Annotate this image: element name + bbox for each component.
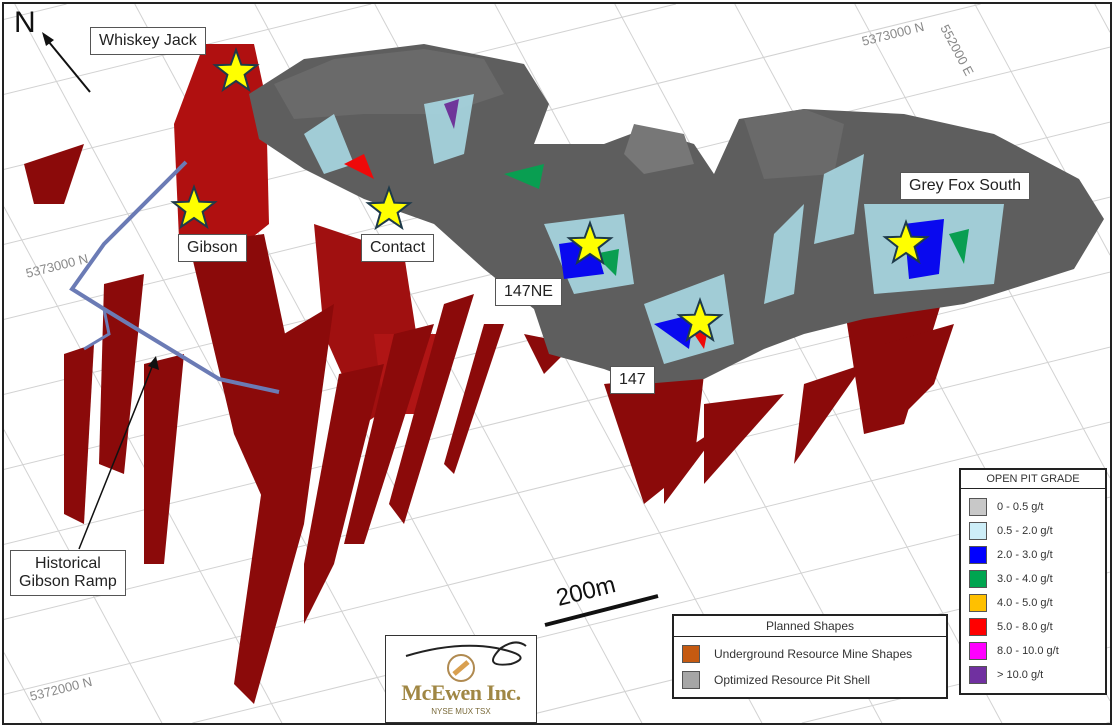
historical-gibson-ramp xyxy=(69,160,280,394)
legend-label: 0.5 - 2.0 g/t xyxy=(997,525,1053,537)
legend-label: 2.0 - 3.0 g/t xyxy=(997,549,1053,561)
grid-line xyxy=(4,4,67,20)
model-canvas xyxy=(4,4,1110,723)
legend-swatch xyxy=(969,618,987,636)
grid-line xyxy=(14,4,403,723)
callout-grey-fox-south: Grey Fox South xyxy=(900,172,1031,200)
logo-tickers: NYSE MUX TSX xyxy=(431,707,491,716)
legend-label: 8.0 - 10.0 g/t xyxy=(997,645,1059,657)
logo-name: McEwen Inc. xyxy=(401,680,521,705)
legend-label: Underground Resource Mine Shapes xyxy=(714,647,913,661)
legend-label: 4.0 - 5.0 g/t xyxy=(997,597,1053,609)
legend-swatch xyxy=(969,594,987,612)
legend-label: 5.0 - 8.0 g/t xyxy=(997,621,1053,633)
legend-item: 5.0 - 8.0 g/t xyxy=(969,615,1097,639)
ramp-leader-line xyxy=(78,361,155,550)
legend-items: Underground Resource Mine Shapes Optimize… xyxy=(674,637,946,693)
grid-line xyxy=(4,206,283,723)
legend-item: 3.0 - 4.0 g/t xyxy=(969,567,1097,591)
legend-item: 2.0 - 3.0 g/t xyxy=(969,543,1097,567)
legend-label: 3.0 - 4.0 g/t xyxy=(997,573,1053,585)
legend-item: 4.0 - 5.0 g/t xyxy=(969,591,1097,615)
grid-line xyxy=(1106,721,1110,723)
scale-bar-line xyxy=(544,594,659,627)
grid-line xyxy=(4,346,1110,620)
lasso-icon xyxy=(405,641,527,682)
ramp-branch xyxy=(83,308,111,351)
north-label: N xyxy=(14,6,36,39)
legend-item: Optimized Resource Pit Shell xyxy=(682,667,938,693)
legend-item: > 10.0 g/t xyxy=(969,663,1097,687)
legend-swatch xyxy=(969,666,987,684)
callout-147: 147 xyxy=(610,366,655,394)
legend-label: 0 - 0.5 g/t xyxy=(997,501,1044,513)
legend-swatch xyxy=(682,671,700,689)
legend-swatch xyxy=(969,642,987,660)
grid-line xyxy=(4,652,43,723)
grid-line xyxy=(192,496,1110,723)
legend-swatch xyxy=(969,570,987,588)
north-arrow-head xyxy=(42,32,54,46)
legend-swatch xyxy=(969,546,987,564)
open-pit-grade-legend: OPEN PIT GRADE 0 - 0.5 g/t 0.5 - 2.0 g/t 2… xyxy=(959,468,1107,695)
callout-whiskey-jack: Whiskey Jack xyxy=(90,27,206,55)
legend-swatch xyxy=(682,645,700,663)
legend-items: 0 - 0.5 g/t 0.5 - 2.0 g/t 2.0 - 3.0 g/t 3.0… xyxy=(961,489,1105,687)
star-icon xyxy=(566,220,614,266)
star-icon xyxy=(882,219,930,265)
mcewen-logo: McEwen Inc. NYSE MUX TSX xyxy=(385,635,537,723)
grid-line xyxy=(4,421,1110,695)
legend-item: 0.5 - 2.0 g/t xyxy=(969,519,1097,543)
star-icon xyxy=(365,185,413,231)
legend-title: Planned Shapes xyxy=(674,616,946,637)
ramp-leader-arrowhead xyxy=(148,356,159,370)
legend-label: Optimized Resource Pit Shell xyxy=(714,673,871,687)
callout-historical-gibson-ramp: Historical Gibson Ramp xyxy=(10,550,126,596)
legend-swatch xyxy=(969,522,987,540)
grid-line xyxy=(1094,4,1110,33)
legend-item: 0 - 0.5 g/t xyxy=(969,495,1097,519)
callout-147ne: 147NE xyxy=(495,278,562,306)
legend-title: OPEN PIT GRADE xyxy=(961,470,1105,489)
legend-item: Underground Resource Mine Shapes xyxy=(682,641,938,667)
star-icon xyxy=(676,297,724,343)
north-arrow xyxy=(43,35,91,93)
star-icon xyxy=(212,47,260,93)
legend-item: 8.0 - 10.0 g/t xyxy=(969,639,1097,663)
planned-shapes-legend: Planned Shapes Underground Resource Mine… xyxy=(672,614,948,699)
callout-gibson: Gibson xyxy=(178,234,247,262)
grid-line xyxy=(614,4,1003,723)
deposit-stars xyxy=(170,47,930,343)
star-icon xyxy=(170,184,218,230)
legend-swatch xyxy=(969,498,987,516)
legend-label: > 10.0 g/t xyxy=(997,669,1044,681)
underground-shapes xyxy=(24,44,954,704)
callout-contact: Contact xyxy=(361,234,435,262)
